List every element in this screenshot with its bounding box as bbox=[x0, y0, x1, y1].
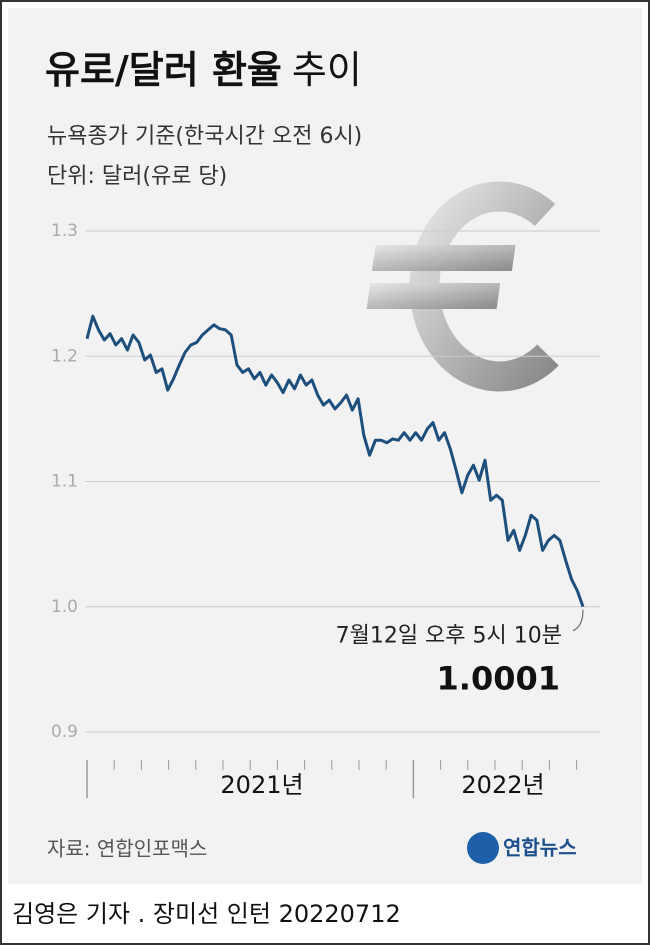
logo-mark bbox=[467, 832, 499, 864]
subtitle: 뉴욕종가 기준(한국시간 오전 6시) bbox=[47, 124, 362, 149]
subtitle: 단위: 달러(유로 당) bbox=[47, 164, 227, 189]
line bbox=[85, 314, 585, 608]
x-axis-label: 2021년 bbox=[220, 771, 303, 799]
title-suffix: 추이 bbox=[292, 48, 362, 92]
euro-icon bbox=[366, 181, 559, 392]
byline: 김영은 기자 . 장미선 인턴 20220712 bbox=[12, 900, 401, 928]
title-main: 유로/달러 환율 bbox=[45, 48, 282, 92]
y-tick-label: 1.1 bbox=[51, 472, 78, 492]
y-tick-label: 1.0 bbox=[51, 597, 78, 617]
y-tick-label: 0.9 bbox=[51, 722, 78, 742]
source: 자료: 연합인포맥스 bbox=[47, 837, 207, 861]
y-tick-label: 1.3 bbox=[51, 221, 78, 241]
panel bbox=[8, 8, 642, 884]
value-label: 1.0001 bbox=[437, 660, 560, 698]
annotation: 7월12일 오후 5시 10분 bbox=[336, 624, 562, 649]
y-tick-label: 1.2 bbox=[51, 346, 78, 366]
x-axis-label: 2022년 bbox=[461, 771, 544, 799]
logo: 연합뉴스 bbox=[503, 836, 577, 860]
leader bbox=[572, 609, 584, 632]
chart-title: 유로/달러 환율 추이 bbox=[45, 48, 362, 92]
